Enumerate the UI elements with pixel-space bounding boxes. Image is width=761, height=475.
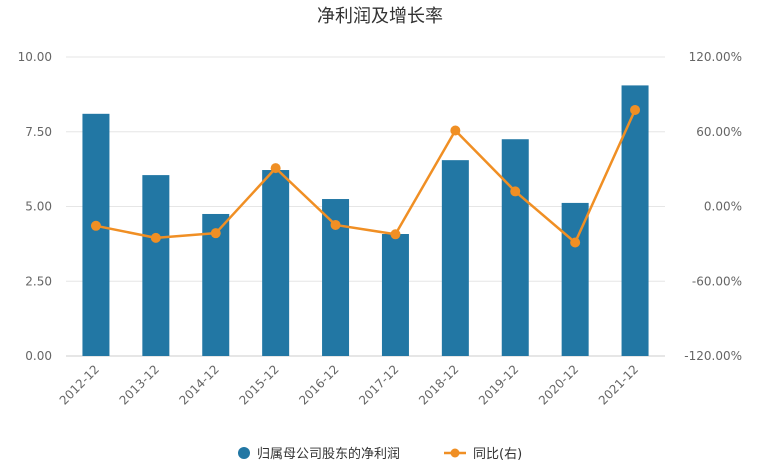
bar — [561, 202, 589, 356]
yoy-point — [150, 232, 161, 243]
legend-marker-dot — [450, 448, 460, 458]
legend-label-net-profit: 归属母公司股东的净利润 — [257, 446, 400, 462]
yoy-point — [390, 229, 401, 240]
right-tick-label: 60.00% — [696, 125, 742, 139]
bar — [501, 139, 529, 356]
yoy-point — [450, 125, 461, 136]
x-tick-label: 2021-12 — [596, 362, 641, 407]
left-tick-label: 2.50 — [25, 274, 52, 288]
yoy-point — [90, 220, 101, 231]
chart-title: 净利润及增长率 — [317, 6, 443, 27]
x-tick-label: 2018-12 — [416, 362, 461, 407]
yoy-point — [210, 228, 221, 239]
right-tick-label: -60.00% — [692, 274, 742, 288]
x-tick-label: 2012-12 — [57, 362, 102, 407]
right-tick-label: 120.00% — [689, 50, 742, 64]
x-axis: 2012-12 2013-12 2014-12 2015-12 2016-12 2017-… — [57, 362, 641, 407]
legend-item-yoy[interactable]: 同比(右) — [444, 447, 522, 462]
legend-label-yoy: 同比(右) — [473, 447, 522, 462]
right-axis: 120.00% 60.00% 0.00% -60.00% -120.00% — [684, 50, 742, 363]
left-tick-label: 0.00 — [25, 349, 52, 363]
yoy-line — [95, 109, 637, 244]
right-tick-label: 0.00% — [704, 200, 742, 214]
x-tick-label: 2013-12 — [117, 362, 162, 407]
right-tick-label: -120.00% — [684, 349, 742, 363]
bar — [381, 234, 409, 356]
yoy-point — [270, 163, 281, 174]
bar — [82, 113, 110, 356]
yoy-point — [510, 186, 521, 197]
left-tick-label: 10.00 — [18, 50, 52, 64]
legend-item-net-profit[interactable]: 归属母公司股东的净利润 — [238, 446, 400, 462]
x-tick-label: 2015-12 — [236, 362, 281, 407]
yoy-point — [630, 104, 641, 115]
x-tick-label: 2019-12 — [476, 362, 521, 407]
left-tick-label: 7.50 — [25, 125, 52, 139]
left-tick-label: 5.00 — [25, 200, 52, 214]
legend[interactable]: 归属母公司股东的净利润 同比(右) — [238, 446, 522, 462]
x-tick-label: 2020-12 — [536, 362, 581, 407]
x-tick-label: 2014-12 — [177, 362, 222, 407]
bar-series — [82, 85, 649, 356]
legend-marker-bar — [238, 447, 250, 459]
yoy-point — [330, 219, 341, 230]
bar — [142, 175, 170, 356]
bar — [262, 170, 290, 356]
x-tick-label: 2017-12 — [356, 362, 401, 407]
yoy-point — [570, 237, 581, 248]
bar — [621, 85, 649, 356]
line-series — [90, 104, 641, 248]
bar — [441, 160, 469, 356]
left-axis: 10.00 7.50 5.00 2.50 0.00 — [18, 50, 52, 363]
x-tick-label: 2016-12 — [296, 362, 341, 407]
